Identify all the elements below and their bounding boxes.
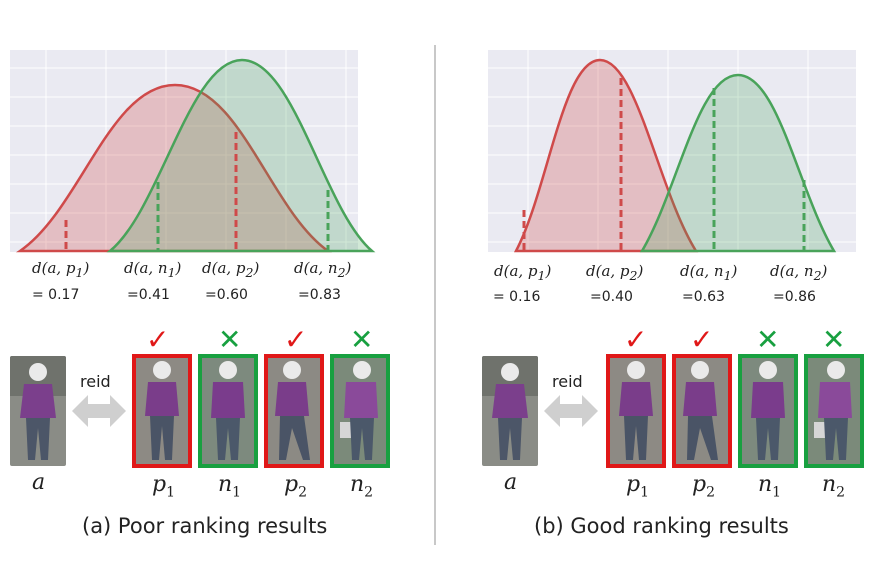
positive-match-frame (672, 354, 732, 468)
gallery-label: p1 (626, 472, 650, 501)
plot-background (488, 50, 856, 252)
person-photo (740, 356, 796, 466)
distance-label: d(a, n1) (680, 262, 738, 283)
distance-value: =0.83 (298, 287, 341, 303)
gallery-person-image (806, 356, 862, 466)
check-icon: ✓ (690, 323, 714, 356)
positive-match-frame (606, 354, 666, 468)
distance-value: =0.41 (127, 287, 170, 303)
gallery-label: n1 (218, 472, 242, 501)
cross-icon: ✕ (350, 323, 374, 356)
cross-icon: ✕ (218, 323, 242, 356)
distance-distribution-plot (488, 50, 856, 253)
check-icon: ✓ (284, 323, 308, 356)
gallery-label: p2 (284, 472, 308, 501)
person-photo (10, 356, 66, 466)
distance-value: =0.40 (590, 289, 633, 305)
gallery-person-image (740, 356, 796, 466)
gallery-person-image (608, 356, 664, 466)
distribution-chart (488, 50, 856, 253)
person-photo (266, 356, 322, 466)
distance-label: d(a, p2) (586, 262, 644, 283)
negative-match-frame (330, 354, 390, 468)
distance-label: d(a, n1) (124, 259, 182, 280)
panel-divider (434, 45, 436, 545)
double-arrow-icon (72, 395, 126, 427)
negative-distribution-curve (639, 73, 837, 253)
anchor-person-image (10, 356, 66, 466)
distance-value: =0.86 (773, 289, 816, 305)
panel-good-ranking: d(a, p1) = 0.16 d(a, p2) =0.40 d(a, n1) … (436, 0, 871, 577)
anchor-person-image (482, 356, 538, 466)
distance-label: d(a, p2) (202, 259, 260, 280)
positive-match-frame (264, 354, 324, 468)
distance-value: =0.63 (682, 289, 725, 305)
positive-distribution-curve (15, 83, 332, 253)
distance-value: =0.60 (205, 287, 248, 303)
negative-match-frame (738, 354, 798, 468)
positive-match-frame (132, 354, 192, 468)
gallery-label: p1 (152, 472, 176, 501)
person-photo (200, 356, 256, 466)
gallery-label: n2 (350, 472, 374, 501)
person-photo (674, 356, 730, 466)
person-photo (134, 356, 190, 466)
panel-caption: (b) Good ranking results (534, 514, 789, 538)
person-photo (806, 356, 862, 466)
anchor-label: a (32, 470, 46, 495)
cross-icon: ✕ (822, 323, 846, 356)
grid-lines (10, 50, 358, 252)
plot-background (10, 50, 358, 252)
gallery-person-image (200, 356, 256, 466)
check-icon: ✓ (146, 323, 170, 356)
person-photo (608, 356, 664, 466)
reid-label: reid (552, 372, 583, 391)
check-icon: ✓ (624, 323, 648, 356)
negative-distribution-curve (106, 58, 376, 253)
distance-label: d(a, p1) (32, 259, 90, 280)
person-photo (332, 356, 388, 466)
grid-lines (488, 50, 856, 252)
distance-value: = 0.16 (493, 289, 541, 305)
negative-match-frame (804, 354, 864, 468)
gallery-person-image (332, 356, 388, 466)
double-arrow-icon (544, 395, 598, 427)
gallery-label: p2 (692, 472, 716, 501)
gallery-label: n2 (822, 472, 846, 501)
distance-value: = 0.17 (32, 287, 80, 303)
distance-label: d(a, p1) (494, 262, 552, 283)
distance-label: d(a, n2) (770, 262, 828, 283)
gallery-person-image (674, 356, 730, 466)
gallery-person-image (266, 356, 322, 466)
reid-label: reid (80, 372, 111, 391)
distance-distribution-plot (10, 50, 376, 253)
gallery-label: n1 (758, 472, 782, 501)
panel-poor-ranking: d(a, p1) = 0.17 d(a, n1) =0.41 d(a, p2) … (0, 0, 435, 577)
person-photo (482, 356, 538, 466)
anchor-label: a (504, 470, 518, 495)
cross-icon: ✕ (756, 323, 780, 356)
distribution-chart (10, 50, 376, 253)
gallery-person-image (134, 356, 190, 466)
panel-caption: (a) Poor ranking results (82, 514, 328, 538)
distance-label: d(a, n2) (294, 259, 352, 280)
negative-match-frame (198, 354, 258, 468)
